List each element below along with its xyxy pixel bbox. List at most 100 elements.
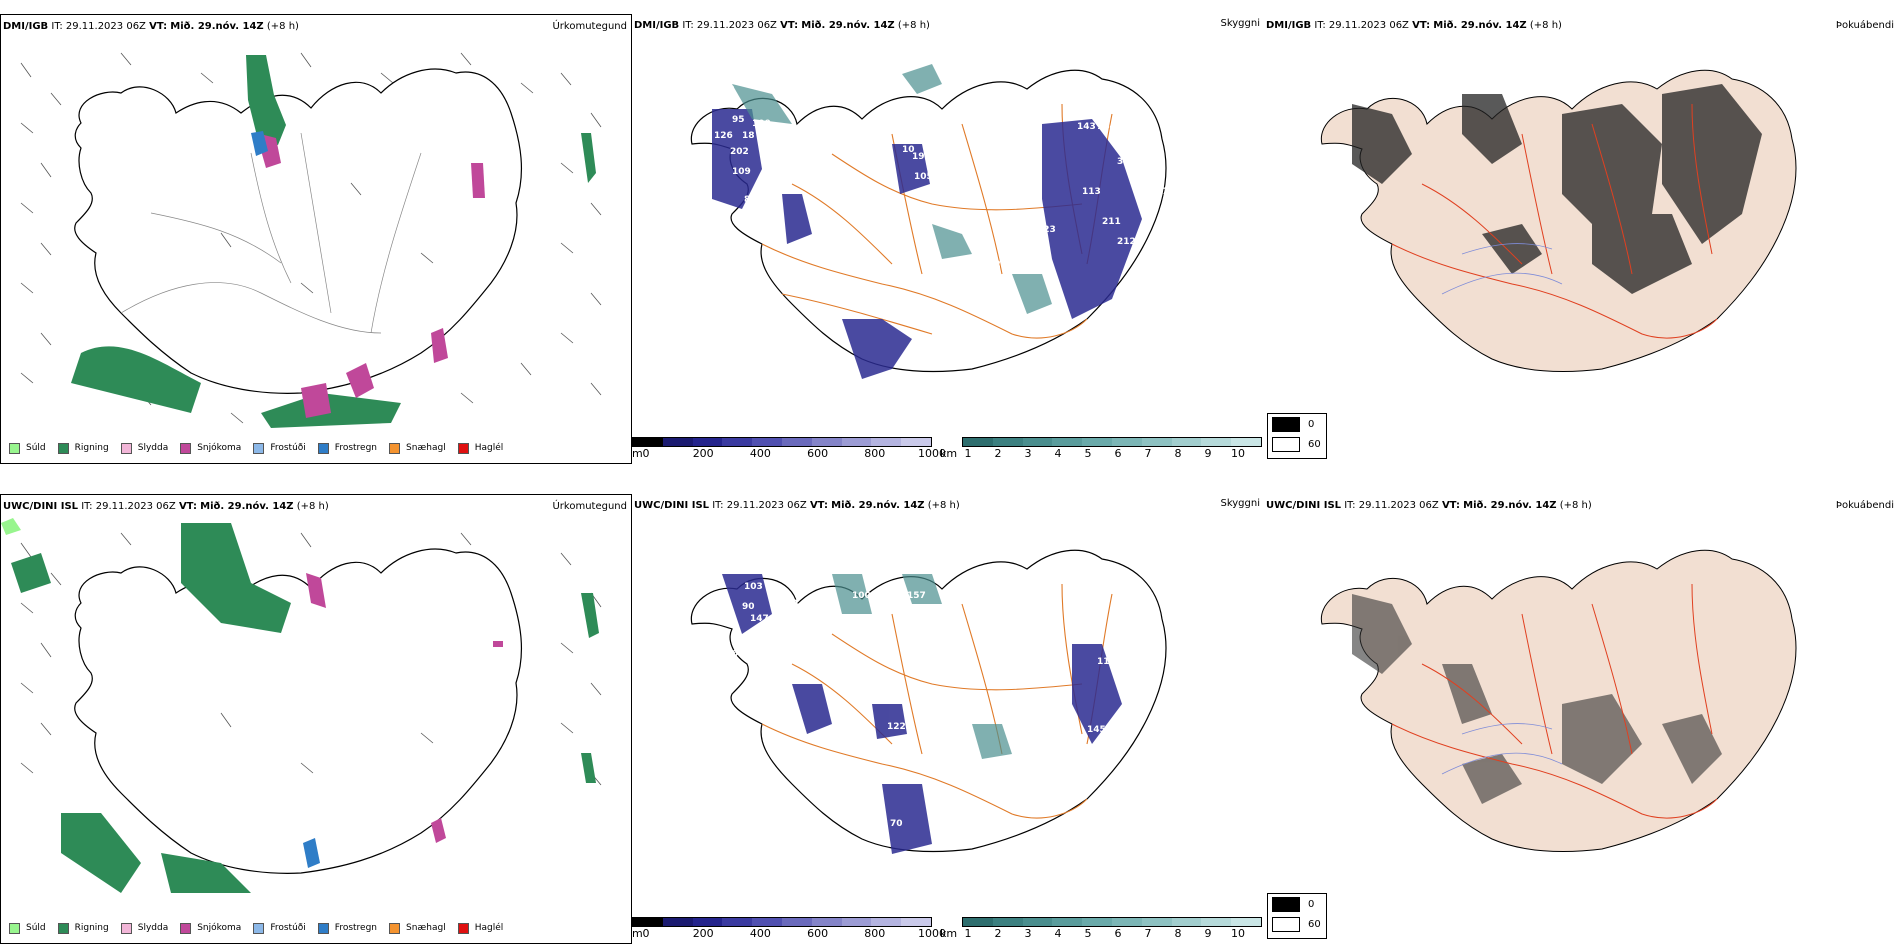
fog-map (1320, 549, 1797, 852)
freezing-areas (303, 838, 320, 868)
visibility-value-label: 122 (982, 260, 1001, 270)
legend-item: Frostregn (317, 922, 377, 934)
colorbar-tick-label: 8 (1174, 447, 1182, 460)
init-time: 29.11.2023 06Z (1328, 20, 1409, 31)
legend-item: Frostúði (253, 922, 306, 934)
precip-legend: Súld Rigning Slydda Snjókoma Frostúði Frostre… (1, 915, 631, 941)
visibility-value-label: 147 (750, 614, 769, 624)
colorbar-segment (633, 918, 663, 926)
legend-label: Rigning (74, 923, 109, 933)
visibility-value-label: 63 (764, 665, 777, 675)
visibility-value-label: 78 (722, 85, 735, 95)
colorbar-segment (1022, 438, 1053, 446)
fog-indicator-panel: DMI/IGB IT: 29.11.2023 06Z VT: Mið. 29.n… (1262, 0, 1900, 470)
valid-time: Mið. 29.nóv. 14Z (831, 500, 925, 511)
visibility-value-label: 100 (852, 591, 871, 601)
lead-time: (+8 h) (266, 21, 299, 32)
snow-areas (306, 573, 503, 843)
colorbar-segment (633, 438, 663, 446)
panel-title: Úrkomutegund (552, 501, 627, 512)
colorbar-tick-label: 0 (642, 927, 650, 940)
legend-swatch (9, 442, 20, 454)
colorbar-segment (871, 918, 902, 926)
colorbar-segment (662, 438, 693, 446)
init-time: 29.11.2023 06Z (1358, 500, 1439, 511)
visibility-value-label: 45 (890, 857, 903, 867)
colorbar-tick-label: 4 (1054, 447, 1062, 460)
colorbar-segment (1141, 438, 1172, 446)
colorbar-tick-label: 4 (1054, 927, 1062, 940)
visibility-value-label: 202 (730, 147, 749, 157)
legend-swatch (317, 442, 329, 454)
colorbar-segment (662, 918, 693, 926)
model-name: UWC/DINI ISL (634, 500, 710, 511)
rivers (1441, 243, 1563, 295)
visibility-value-label: 85 (744, 195, 757, 205)
valid-time: Mið. 29.nóv. 14Z (1433, 20, 1527, 31)
bottom-row: UWC/DINI ISL IT: 29.11.2023 06Z VT: Mið.… (0, 480, 1900, 950)
colorbar-segment (1201, 918, 1232, 926)
colorbar-segment (781, 438, 812, 446)
colorbar-segment (1201, 438, 1232, 446)
legend-swatch (317, 922, 329, 934)
colorbar-tick-label: 1000 (918, 447, 946, 460)
legend-label: Frostúði (270, 443, 306, 453)
visibility-value-label: 103 (744, 582, 763, 592)
legend-swatch (457, 442, 469, 454)
legend-label: Rigning (74, 443, 109, 453)
visibility-value-label: 60 (1027, 775, 1040, 785)
colorbar-segment (781, 918, 812, 926)
visibility-value-label: 144 (1097, 122, 1116, 132)
legend-item: Snæhagl (389, 442, 446, 454)
colorbar-segment (1052, 438, 1083, 446)
visibility-value-label: 100 (752, 119, 771, 129)
fog-legend: 0 60 (1267, 413, 1327, 459)
roads (1391, 583, 1718, 819)
precip-map (1, 518, 602, 893)
value-labels: 78 95 100 126 18 202 109 71 85 157 96 10 105 19 143 144… (714, 85, 1168, 355)
colorbar-segment (841, 438, 872, 446)
visibility-value-label: 122 (887, 722, 906, 732)
colorbar-segment (992, 918, 1023, 926)
precip-map (20, 52, 602, 428)
colorbar-tick-label: 6 (1114, 927, 1122, 940)
legend-item: Slydda (120, 442, 168, 454)
colorbar-km (962, 437, 1262, 447)
legend-label: Súld (26, 443, 46, 453)
visibility-map: 103 90 114 147 63 65 100 157 122 114 125 145 68 60 70 4… (690, 549, 1167, 867)
colorbar-segment (692, 918, 723, 926)
visibility-value-label: 109 (732, 167, 751, 177)
legend-item: Rigning (57, 922, 109, 934)
colorbar-segment (811, 918, 842, 926)
colorbar-segment (963, 918, 993, 926)
colorbar-tick-label: 400 (749, 447, 771, 460)
legend-item: Frostúði (253, 442, 306, 454)
legend-swatch (180, 442, 192, 454)
precip-type-panel: DMI/IGB IT: 29.11.2023 06Z VT: Mið. 29.n… (0, 14, 632, 464)
colorbar-tick-label: 800 (864, 447, 886, 460)
panel-header: DMI/IGB IT: 29.11.2023 06Z VT: Mið. 29.n… (3, 21, 299, 32)
colorbar-segment (1082, 438, 1112, 446)
visibility-value-label: 19 (912, 152, 925, 162)
visibility-value-label: 145 (1087, 725, 1106, 735)
colorbar-tick-label: 7 (1144, 927, 1152, 940)
model-name: DMI/IGB (634, 20, 680, 31)
visibility-km-areas (732, 64, 1052, 314)
fog-legend: 0 60 (1267, 893, 1327, 939)
iceland-coastline (690, 69, 1167, 373)
model-name: UWC/DINI ISL (1266, 500, 1342, 511)
visibility-value-label: 68 (1022, 745, 1035, 755)
precip-type-panel: UWC/DINI ISL IT: 29.11.2023 06Z VT: Mið.… (0, 494, 632, 944)
lead-time: (+8 h) (927, 500, 960, 511)
rain-areas (71, 55, 596, 428)
colorbar-segment (722, 918, 753, 926)
legend-item: Slydda (120, 922, 168, 934)
visibility-value-label: 114 (1097, 657, 1116, 667)
colorbar-tick-label: 2 (994, 447, 1002, 460)
low-visibility-areas (712, 109, 1142, 379)
colorbar-segment (963, 438, 993, 446)
top-row: DMI/IGB IT: 29.11.2023 06Z VT: Mið. 29.n… (0, 0, 1900, 470)
visibility-value-label: 157 (902, 127, 921, 137)
snow-areas (256, 133, 485, 418)
legend-item: Haglél (457, 442, 503, 454)
